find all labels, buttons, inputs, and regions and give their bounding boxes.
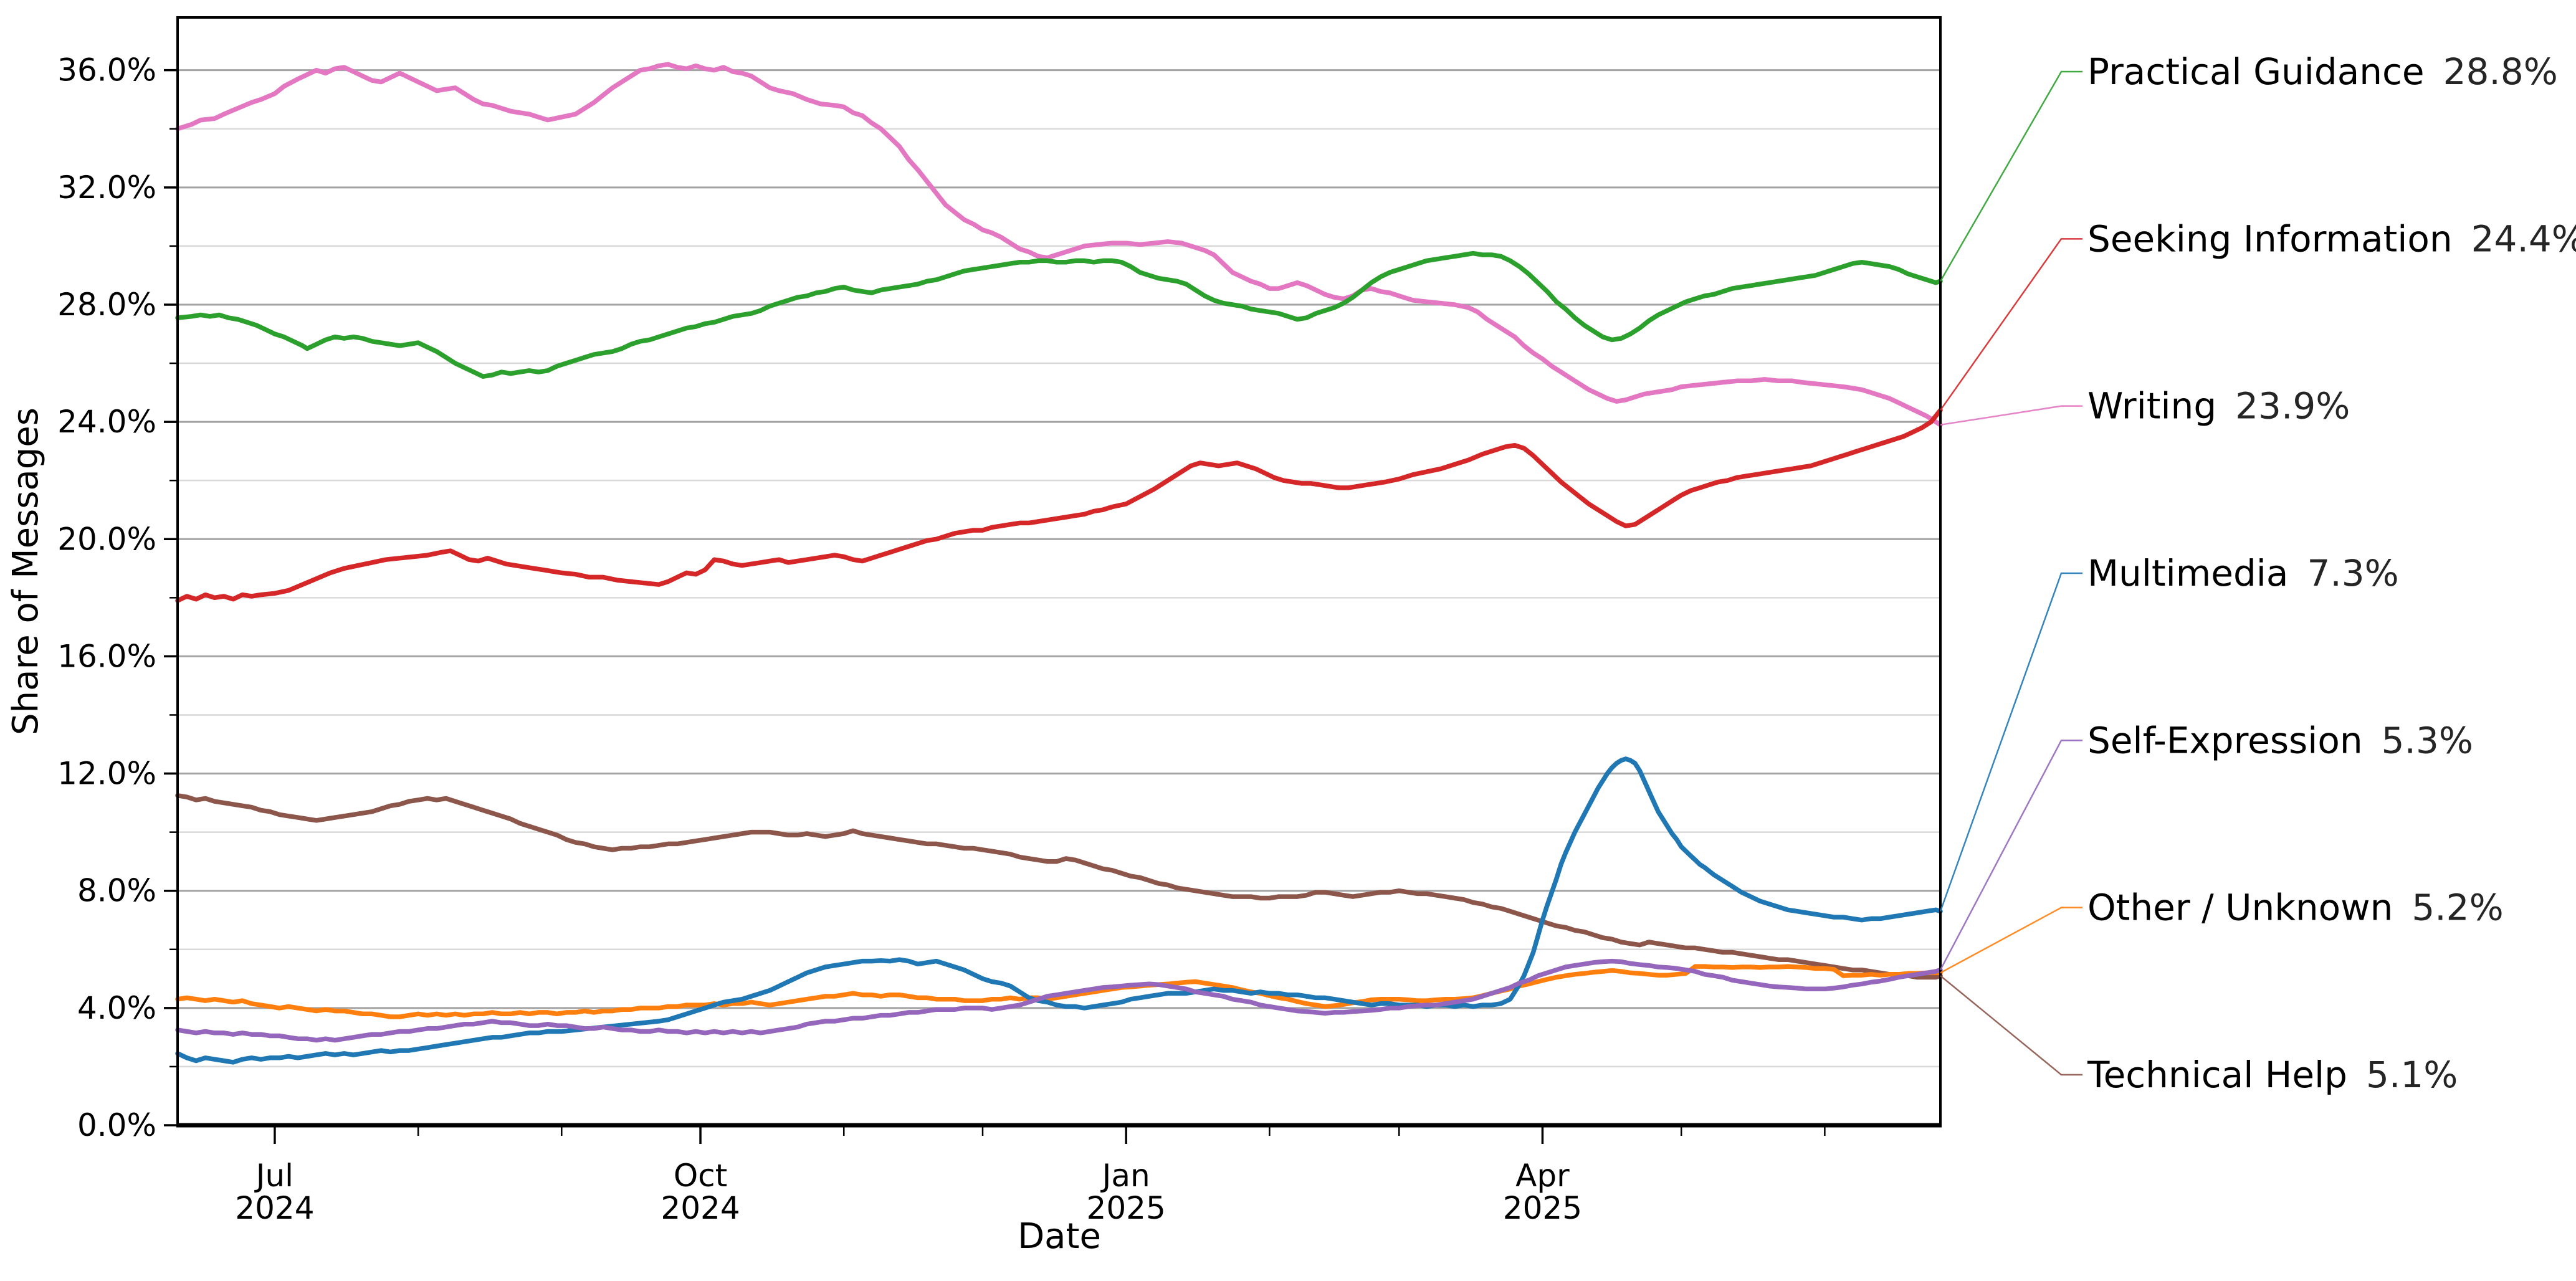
series-line-multimedia [175, 756, 1943, 1065]
x-tick-label-month-Jan: Jan [1100, 1158, 1150, 1194]
series-label-self-expression: Self-Expression 5.3% [2087, 719, 2473, 761]
series-label-name-other-unknown: Other / Unknown [2087, 887, 2393, 929]
x-tick-label-month-Apr: Apr [1515, 1158, 1570, 1194]
leader-line-self-expression [1939, 740, 2082, 971]
series-label-technical-help: Technical Help 5.1% [2087, 1054, 2458, 1096]
series-label-practical-guidance: Practical Guidance 28.8% [2087, 50, 2558, 93]
y-tick-label-36.0%: 36.0% [57, 52, 156, 88]
series-line-seeking-information [175, 407, 1943, 603]
series-line-self-expression [175, 958, 1943, 1043]
axis-ticks [164, 69, 1826, 1144]
series-label-name-multimedia: Multimedia [2087, 552, 2288, 594]
series-lines [175, 62, 1943, 1065]
series-line-writing [175, 62, 1943, 427]
series-line-practical-guidance [175, 250, 1943, 379]
series-label-writing: Writing 23.9% [2087, 385, 2350, 427]
x-tick-label-year-2024: 2024 [661, 1190, 740, 1226]
y-tick-label-8.0%: 8.0% [77, 873, 156, 909]
series-label-value-practical-guidance: 28.8% [2443, 50, 2558, 93]
series-label-value-seeking-information: 24.4% [2471, 217, 2576, 260]
series-label-other-unknown: Other / Unknown 5.2% [2087, 887, 2504, 929]
y-tick-label-4.0%: 4.0% [77, 990, 156, 1026]
y-axis-title: Share of Messages [6, 407, 46, 735]
y-tick-label-16.0%: 16.0% [57, 638, 156, 674]
leader-line-other-unknown [1940, 907, 2082, 974]
plot-border [176, 16, 1942, 1128]
leader-line-seeking-information [1939, 238, 2082, 411]
series-label-value-writing: 23.9% [2235, 385, 2350, 427]
y-tick-label-12.0%: 12.0% [57, 756, 156, 792]
y-tick-label-20.0%: 20.0% [57, 521, 156, 557]
x-axis-title: Date [1018, 1216, 1101, 1257]
series-label-multimedia: Multimedia 7.3% [2087, 552, 2399, 594]
x-tick-label-year-2025: 2025 [1503, 1190, 1582, 1226]
series-line-other-unknown [175, 964, 1943, 1019]
leader-line-multimedia [1939, 572, 2082, 912]
major-gridlines [178, 69, 1940, 1009]
leader-line-technical-help [1940, 975, 2082, 1076]
series-label-name-seeking-information: Seeking Information [2087, 217, 2453, 260]
leader-line-practical-guidance [1939, 70, 2082, 282]
series-line-technical-help [175, 793, 1943, 980]
axes-spines [176, 16, 1942, 1126]
series-label-seeking-information: Seeking Information 24.4% [2087, 217, 2576, 260]
x-tick-label-month-Jul: Jul [254, 1158, 293, 1194]
series-labels: Practical Guidance 28.8% Seeking Informati… [2087, 50, 2576, 1096]
series-label-value-self-expression: 5.3% [2382, 719, 2473, 761]
series-label-name-technical-help: Technical Help [2087, 1054, 2347, 1096]
y-tick-label-24.0%: 24.0% [57, 404, 156, 440]
series-label-value-other-unknown: 5.2% [2411, 887, 2503, 929]
leader-line-writing [1940, 405, 2082, 426]
series-label-name-writing: Writing [2087, 385, 2216, 427]
x-tick-label-year-2025: 2025 [1087, 1190, 1166, 1226]
x-tick-label-month-Oct: Oct [674, 1158, 727, 1194]
series-label-value-technical-help: 5.1% [2366, 1054, 2458, 1096]
x-tick-label-year-2024: 2024 [235, 1190, 314, 1226]
axis-tick-labels: 0.0% 4.0% 8.0% 12.0% 16.0% 20.0% 24.0% 28.0% 32.… [57, 52, 1582, 1226]
y-tick-label-28.0%: 28.0% [57, 287, 156, 323]
y-tick-label-0.0%: 0.0% [77, 1107, 156, 1143]
series-label-name-self-expression: Self-Expression [2087, 719, 2363, 761]
y-tick-label-32.0%: 32.0% [57, 169, 156, 206]
minor-gridlines [178, 128, 1940, 1068]
legend-leader-lines [1939, 70, 2082, 1076]
series-label-value-multimedia: 7.3% [2307, 552, 2398, 594]
series-label-name-practical-guidance: Practical Guidance [2087, 50, 2425, 93]
